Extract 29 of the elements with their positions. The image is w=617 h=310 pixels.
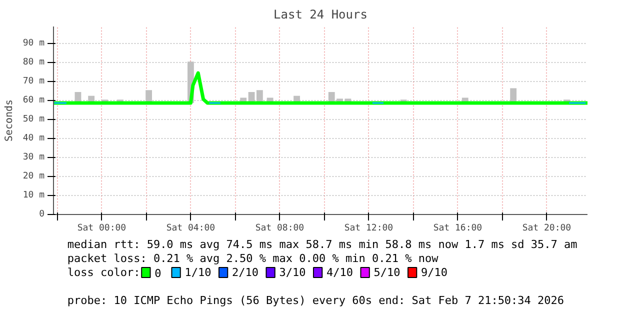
x-tick-label: Sat 08:00 bbox=[255, 224, 304, 234]
text: packet loss: 0.21 % avg 2.50 % max 0.00 % min 0.21 % now bbox=[67, 252, 439, 265]
y-tick-label: 20 m bbox=[22, 172, 45, 182]
text: median rtt: 59.0 ms avg 74.5 ms max 58.7 ms min 58.8 ms now 1.7 ms sd 35.7 am bbox=[67, 238, 578, 251]
x-tick-label: Sat 04:00 bbox=[166, 224, 216, 234]
legend-title: loss color: bbox=[67, 266, 140, 279]
y-tick-label: 80 m bbox=[22, 58, 45, 68]
legend-label: 2/10 bbox=[232, 266, 258, 279]
x-tick-label: Sat 12:00 bbox=[344, 224, 394, 234]
y-tick-label: 60 m bbox=[22, 96, 45, 106]
legend-label: 3/10 bbox=[279, 266, 306, 279]
legend-label: 4/10 bbox=[326, 266, 353, 279]
legend-label: 9/10 bbox=[420, 266, 448, 279]
x-tick-label: Sat 20:00 bbox=[522, 224, 572, 234]
y-tick-label: 90 m bbox=[22, 38, 45, 49]
legend-label: 1/10 bbox=[184, 266, 212, 279]
chart-title: Last 24 Hours bbox=[274, 8, 368, 22]
legend-label: 5/10 bbox=[374, 266, 400, 279]
y-tick-label: 30 m bbox=[22, 152, 45, 163]
y-tick-label: 70 m bbox=[22, 76, 45, 87]
y-tick-label: 10 m bbox=[22, 190, 45, 201]
y-tick-label: 40 m bbox=[22, 134, 45, 144]
text: probe: 10 ICMP Echo Pings (56 Bytes) every 60s end: Sat Feb 7 21:50:34 2026 bbox=[67, 294, 564, 307]
x-tick-label: Sat 00:00 bbox=[77, 224, 126, 234]
x-tick-label: Sat 16:00 bbox=[433, 224, 482, 234]
y-axis-title: Seconds bbox=[4, 99, 15, 142]
y-tick-label: 50 m bbox=[22, 114, 45, 125]
y-tick-label: 0 bbox=[39, 210, 45, 220]
legend-label: 0 bbox=[154, 267, 162, 280]
